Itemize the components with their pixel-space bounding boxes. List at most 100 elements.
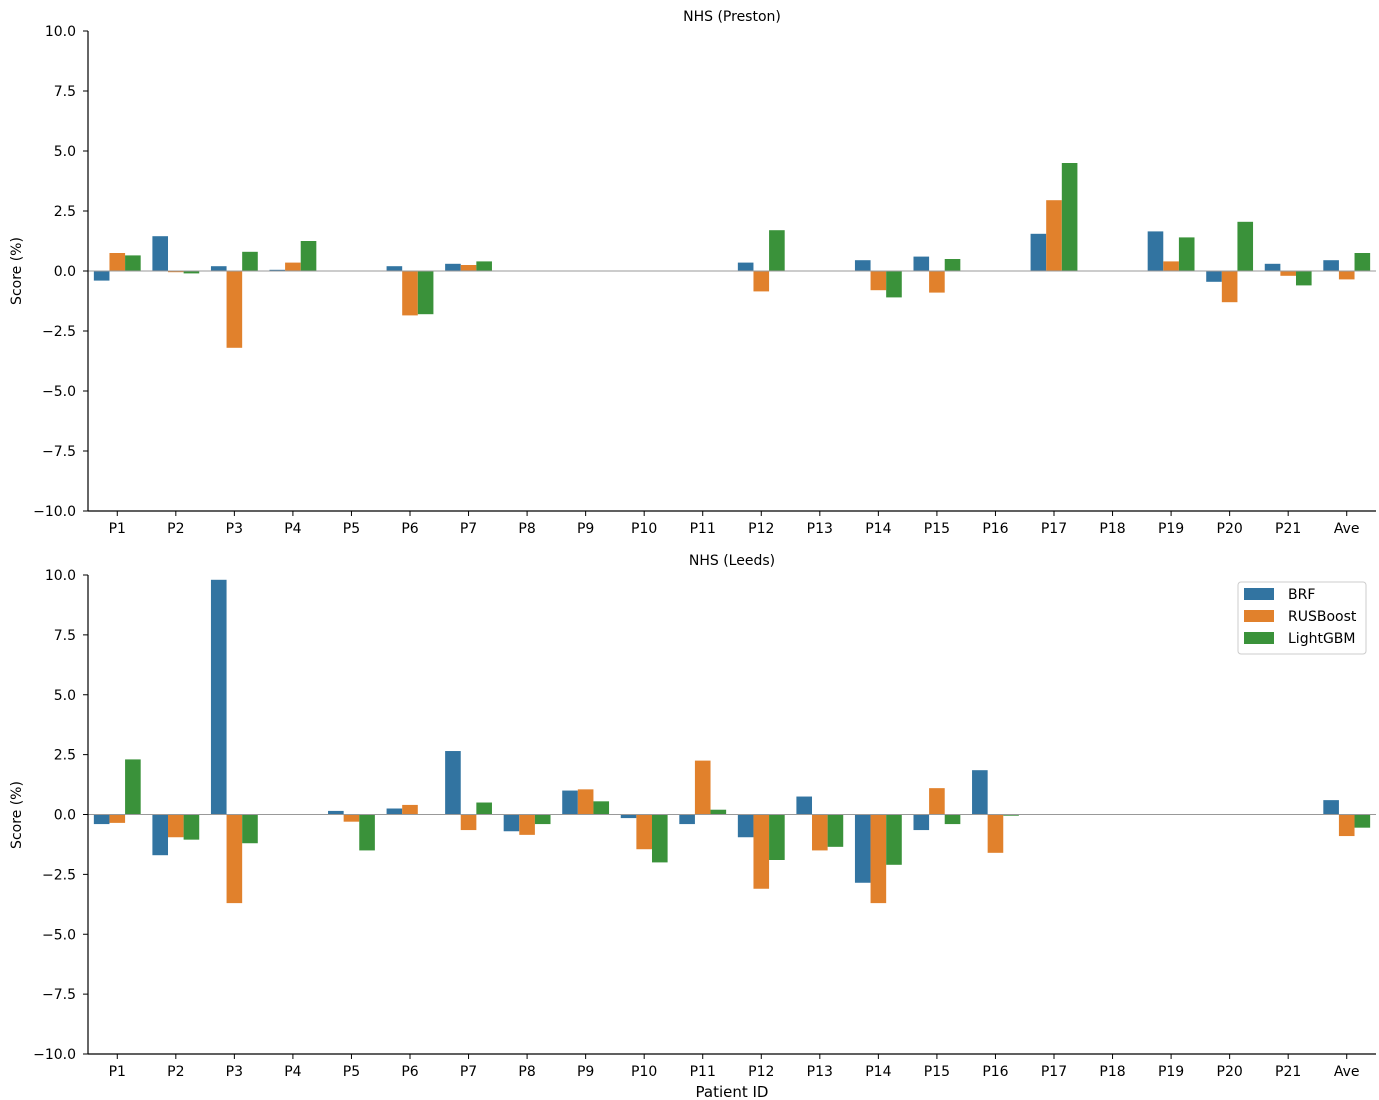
y-tick-label-leeds: 7.5 [54,628,76,644]
bar-leeds-lightgbm-p11 [710,809,727,815]
x-tick-label-leeds: P11 [690,1064,716,1080]
bar-preston-lightgbm-p4 [300,241,317,271]
y-tick-label-preston: 0.0 [54,264,76,280]
legend-swatch-lightgbm [1244,632,1274,644]
bar-preston-brf-p14 [854,260,871,271]
leeds-panel-title: NHS (Leeds) [689,553,775,569]
preston-panel-title: NHS (Preston) [683,9,781,25]
bar-preston-lightgbm-p7 [476,261,492,271]
bar-preston-lightgbm-p14 [886,271,902,298]
bar-leeds-brf-p12 [737,814,754,838]
bar-leeds-brf-p15 [913,814,930,831]
y-tick-label-preston: 7.5 [54,84,76,100]
bar-leeds-brf-p16 [972,770,988,815]
bar-leeds-brf-ave [1323,800,1339,815]
bar-leeds-lightgbm-p7 [476,802,492,815]
y-tick-label-leeds: −7.5 [42,987,76,1003]
bar-preston-brf-p19 [1147,231,1164,271]
x-tick-label-leeds: P17 [1041,1064,1067,1080]
x-tick-label-preston: P12 [748,521,774,537]
bar-leeds-brf-p9 [562,790,578,815]
x-tick-label-preston: P11 [690,521,716,537]
x-tick-label-preston: P16 [982,521,1008,537]
y-tick-label-leeds: 5.0 [54,688,76,704]
x-tick-label-leeds: P8 [518,1064,535,1080]
y-tick-label-preston: 10.0 [45,24,76,40]
bar-leeds-lightgbm-p13 [827,814,844,847]
bar-preston-rusboost-p7 [460,265,477,271]
bar-preston-brf-p12 [737,262,754,271]
bar-leeds-brf-p14 [854,814,871,883]
bar-leeds-rusboost-p7 [460,814,477,831]
bar-preston-brf-p20 [1206,271,1222,282]
bar-leeds-brf-p2 [152,814,169,856]
bar-leeds-lightgbm-p1 [125,759,141,815]
x-tick-label-preston: P19 [1158,521,1184,537]
bar-leeds-lightgbm-p16 [1003,814,1019,816]
bar-leeds-brf-p1 [93,814,110,825]
x-tick-label-preston: P5 [343,521,360,537]
x-tick-label-leeds: P3 [226,1064,243,1080]
legend-swatch-rusboost [1244,610,1274,622]
bar-preston-brf-ave [1323,260,1339,271]
bar-preston-brf-p21 [1264,263,1281,271]
bar-leeds-brf-p6 [386,808,403,815]
bar-preston-lightgbm-p15 [944,259,961,271]
x-tick-label-preston: P13 [807,521,833,537]
bar-leeds-lightgbm-p3 [242,814,258,844]
x-tick-label-preston: P17 [1041,521,1067,537]
x-tick-label-preston: P18 [1099,521,1125,537]
x-tick-label-preston: P4 [284,521,301,537]
bar-leeds-rusboost-p3 [226,814,243,904]
bar-preston-brf-p1 [93,271,110,281]
x-tick-label-preston: P7 [460,521,477,537]
bar-preston-rusboost-ave [1338,271,1355,280]
y-tick-label-leeds: −10.0 [33,1047,76,1063]
x-tick-label-preston: P2 [167,521,184,537]
bar-leeds-rusboost-p1 [109,814,126,823]
bar-preston-rusboost-p3 [226,271,243,348]
bar-leeds-rusboost-p11 [694,760,711,815]
bar-preston-lightgbm-p6 [417,271,434,315]
bar-leeds-rusboost-p2 [168,814,184,838]
bar-leeds-rusboost-p15 [929,788,945,815]
bar-preston-lightgbm-p21 [1295,271,1312,286]
bar-leeds-lightgbm-p2 [183,814,200,840]
x-tick-label-preston: P20 [1217,521,1243,537]
bar-leeds-brf-p7 [445,751,461,815]
preston-y-axis-label: Score (%) [9,237,25,305]
bar-preston-lightgbm-ave [1354,253,1371,271]
bar-leeds-rusboost-p9 [577,789,594,815]
bar-leeds-lightgbm-p14 [886,814,902,865]
x-tick-label-preston: P3 [226,521,243,537]
bar-leeds-rusboost-p13 [812,814,828,851]
x-tick-label-leeds: P5 [343,1064,360,1080]
bar-leeds-rusboost-ave [1338,814,1355,837]
x-tick-label-preston: P6 [401,521,418,537]
bar-preston-rusboost-p1 [109,253,126,271]
x-tick-label-leeds: P21 [1275,1064,1301,1080]
bar-leeds-brf-p5 [328,810,344,815]
bar-leeds-lightgbm-p12 [769,814,785,860]
bar-preston-rusboost-p2 [168,271,184,273]
y-tick-label-leeds: 0.0 [54,808,76,824]
bar-preston-rusboost-p15 [929,271,945,293]
y-tick-label-leeds: −2.5 [42,867,76,883]
x-tick-label-preston: P9 [577,521,594,537]
x-tick-label-leeds: P12 [748,1064,774,1080]
y-tick-label-leeds: −5.0 [42,927,76,943]
bar-preston-rusboost-p14 [870,271,887,291]
bar-preston-rusboost-p12 [753,271,770,292]
x-tick-label-preston: P10 [631,521,657,537]
bar-preston-rusboost-p6 [402,271,418,316]
bar-preston-lightgbm-p2 [183,271,200,274]
leeds-x-axis-label: Patient ID [696,1083,769,1100]
bar-preston-brf-p15 [913,256,930,271]
bar-leeds-brf-p11 [679,814,695,825]
x-tick-label-leeds: P7 [460,1064,477,1080]
bar-preston-rusboost-p4 [285,262,301,271]
bar-preston-lightgbm-p1 [125,255,141,271]
x-tick-label-preston: P21 [1275,521,1301,537]
bar-preston-rusboost-p21 [1280,271,1296,276]
bar-preston-brf-p3 [210,266,227,271]
